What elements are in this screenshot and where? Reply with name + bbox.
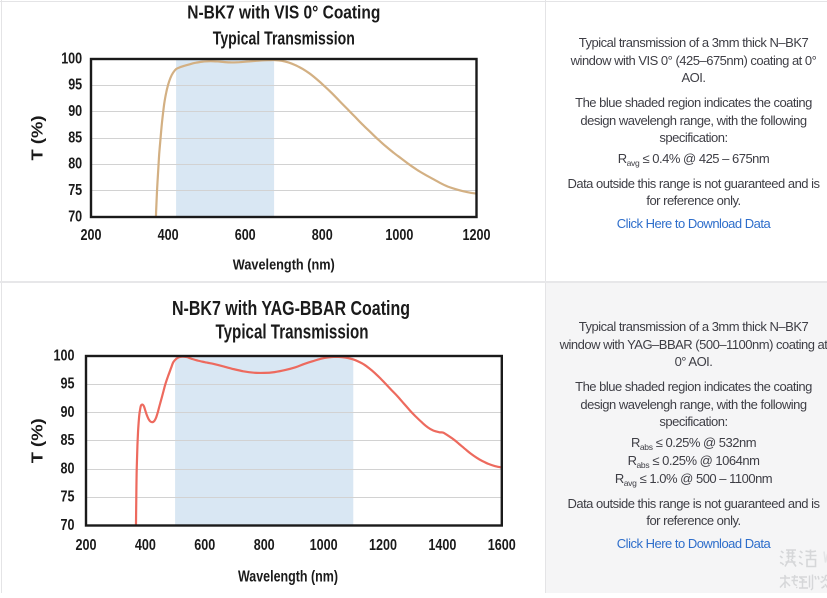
svg-text:75: 75 [68,182,82,199]
svg-text:T (%): T (%) [30,418,47,463]
svg-text:90: 90 [61,404,75,421]
svg-text:Typical Transmission: Typical Transmission [213,29,355,49]
svg-text:T (%): T (%) [30,116,47,161]
svg-text:800: 800 [254,537,275,554]
svg-text:1400: 1400 [428,537,456,554]
svg-text:1000: 1000 [310,537,338,554]
svg-text:100: 100 [54,347,75,364]
svg-text:400: 400 [135,537,156,554]
svg-text:N-BK7 with YAG-BBAR Coating: N-BK7 with YAG-BBAR Coating [172,298,410,320]
svg-text:N-BK7 with VIS 0° Coating: N-BK7 with VIS 0° Coating [187,3,380,23]
svg-text:80: 80 [61,460,75,477]
svg-text:600: 600 [235,227,256,244]
svg-text:600: 600 [194,537,215,554]
svg-text:70: 70 [61,517,75,534]
svg-text:95: 95 [61,376,75,393]
svg-text:1200: 1200 [463,227,491,244]
svg-text:800: 800 [312,227,333,244]
svg-text:Typical Transmission: Typical Transmission [216,322,369,344]
svg-text:200: 200 [81,227,102,244]
svg-text:Wavelength (nm): Wavelength (nm) [238,569,338,586]
svg-text:85: 85 [68,129,82,146]
svg-text:1200: 1200 [369,537,397,554]
svg-text:200: 200 [76,537,97,554]
svg-text:1000: 1000 [385,227,413,244]
svg-text:Wavelength (nm): Wavelength (nm) [233,258,335,274]
svg-text:80: 80 [68,156,82,173]
svg-text:90: 90 [68,103,82,120]
svg-text:400: 400 [158,227,179,244]
svg-text:1600: 1600 [488,537,516,554]
svg-text:85: 85 [61,432,75,449]
svg-text:70: 70 [68,208,82,225]
svg-text:95: 95 [68,77,82,94]
svg-text:75: 75 [61,489,75,506]
svg-text:100: 100 [61,50,82,67]
